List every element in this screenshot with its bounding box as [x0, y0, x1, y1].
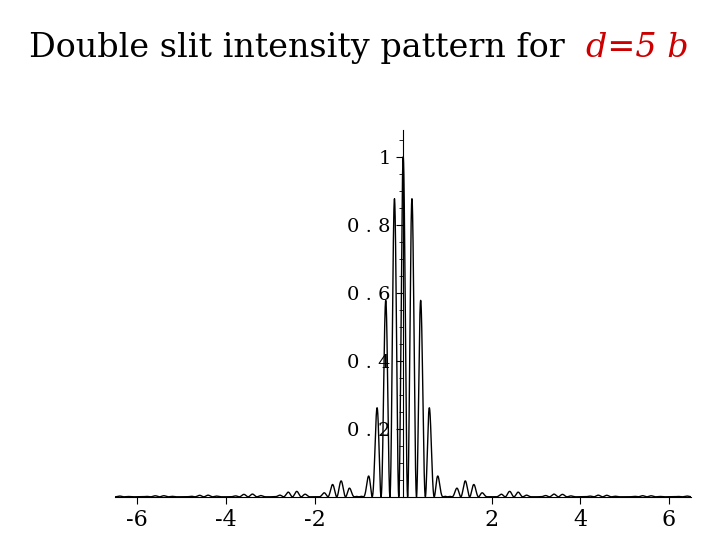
Text: Double slit intensity pattern for: Double slit intensity pattern for — [29, 32, 586, 64]
Text: d=5 b: d=5 b — [586, 32, 688, 64]
